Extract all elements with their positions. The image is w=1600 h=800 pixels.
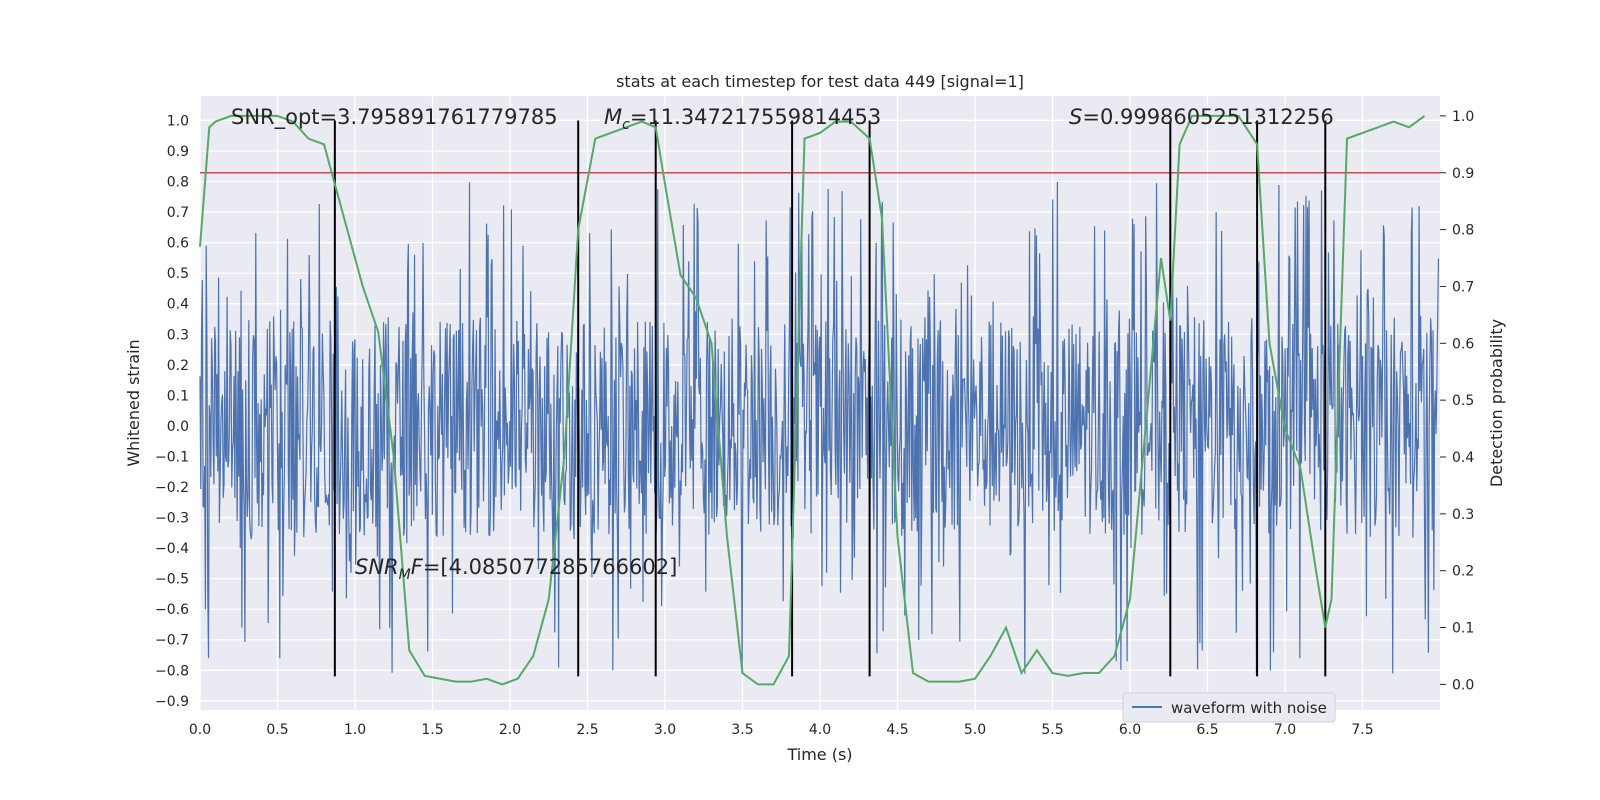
- y-tick-label-right-1: 0.9: [1452, 166, 1474, 182]
- chart-title: stats at each timestep for test data 449…: [616, 72, 1024, 91]
- x-tick-label-13: 6.5: [1196, 722, 1218, 738]
- y-tick-label-right-3: 0.7: [1452, 279, 1474, 295]
- y-tick-label-left-0: 1.0: [167, 113, 189, 129]
- y-tick-label-left-1: 0.9: [167, 144, 189, 160]
- x-tick-label-8: 4.0: [809, 722, 831, 738]
- y-tick-label-left-17: −0.7: [155, 633, 189, 649]
- x-tick-label-7: 3.5: [731, 722, 753, 738]
- y-tick-label-left-9: 0.1: [167, 388, 189, 404]
- x-tick-label-12: 6.0: [1119, 722, 1141, 738]
- y-tick-label-left-18: −0.8: [155, 663, 189, 679]
- annotation-chirp-mass: Mc=11.347217559814453: [604, 105, 881, 133]
- x-tick-label-9: 4.5: [886, 722, 908, 738]
- y-tick-label-left-6: 0.4: [167, 297, 189, 313]
- y-tick-label-right-0: 1.0: [1452, 109, 1474, 125]
- x-tick-label-11: 5.5: [1041, 722, 1063, 738]
- x-tick-label-1: 0.5: [266, 722, 288, 738]
- x-tick-label-0: 0.0: [189, 722, 211, 738]
- annotation-snr-mf: SNRMF=[4.085077285766602]: [355, 555, 677, 583]
- y-tick-label-left-3: 0.7: [167, 205, 189, 221]
- annotation-s: S=0.9998605251312256: [1069, 105, 1334, 129]
- probability-series: [199, 114, 1426, 686]
- y-tick-label-left-12: −0.2: [155, 480, 189, 496]
- annotation-snr-opt: SNR_opt=3.795891761779785: [231, 105, 558, 130]
- waveform-series: [199, 181, 1440, 674]
- y-tick-label-left-2: 0.8: [167, 175, 189, 191]
- x-tick-label-14: 7.0: [1274, 722, 1296, 738]
- y-tick-label-left-11: −0.1: [155, 449, 189, 465]
- y-tick-label-left-7: 0.3: [167, 327, 189, 343]
- y-tick-label-right-5: 0.5: [1452, 393, 1474, 409]
- probability-line: [199, 114, 1426, 686]
- y-tick-label-left-14: −0.4: [155, 541, 189, 557]
- vertical-lines: [333, 120, 1327, 677]
- legend-label: waveform with noise: [1171, 699, 1327, 717]
- y-tick-label-right-4: 0.6: [1452, 336, 1474, 352]
- y-tick-label-left-13: −0.3: [155, 511, 189, 527]
- x-tick-label-10: 5.0: [964, 722, 986, 738]
- y-tick-label-right-8: 0.2: [1452, 564, 1474, 580]
- x-tick-label-15: 7.5: [1351, 722, 1373, 738]
- y-tick-label-left-16: −0.6: [155, 602, 189, 618]
- y-axis-label-left: Whitened strain: [124, 339, 143, 466]
- y-tick-label-left-15: −0.5: [155, 572, 189, 588]
- y-tick-label-right-6: 0.4: [1452, 450, 1474, 466]
- y-tick-label-right-10: 0.0: [1452, 677, 1474, 693]
- waveform-line: [199, 181, 1440, 674]
- y-tick-label-right-9: 0.1: [1452, 621, 1474, 637]
- x-tick-label-3: 1.5: [421, 722, 443, 738]
- legend: waveform with noise: [1122, 692, 1336, 723]
- x-tick-label-5: 2.5: [576, 722, 598, 738]
- x-axis-ticks: 0.0 0.5 1.0 1.5 2.0 2.5 3.0 3.5 4.0 4.5 5.0 5.5 6.0 6…: [189, 722, 1374, 738]
- y-tick-label-right-2: 0.8: [1452, 223, 1474, 239]
- legend-box: [1122, 692, 1336, 723]
- x-tick-label-2: 1.0: [344, 722, 366, 738]
- y-tick-label-left-10: 0.0: [167, 419, 189, 435]
- y-tick-label-left-8: 0.2: [167, 358, 189, 374]
- y-tick-label-left-4: 0.6: [167, 236, 189, 252]
- y-tick-label-left-19: −0.9: [155, 694, 189, 710]
- x-tick-label-4: 2.0: [499, 722, 521, 738]
- y-tick-label-left-5: 0.5: [167, 266, 189, 282]
- y-tick-label-right-7: 0.3: [1452, 507, 1474, 523]
- left-axis-ticks: 1.0 0.9 0.8 0.7 0.6 0.5 0.4 0.3 0.2 0.1 0.0 −0.1 −0.…: [155, 113, 189, 709]
- y-axis-label-right: Detection probability: [1487, 319, 1506, 487]
- right-axis-ticks: 1.0 0.9 0.8 0.7 0.6 0.5 0.4 0.3 0.2 0.1 0.0: [1440, 109, 1474, 693]
- x-axis-label: Time (s): [786, 745, 852, 764]
- x-tick-label-6: 3.0: [654, 722, 676, 738]
